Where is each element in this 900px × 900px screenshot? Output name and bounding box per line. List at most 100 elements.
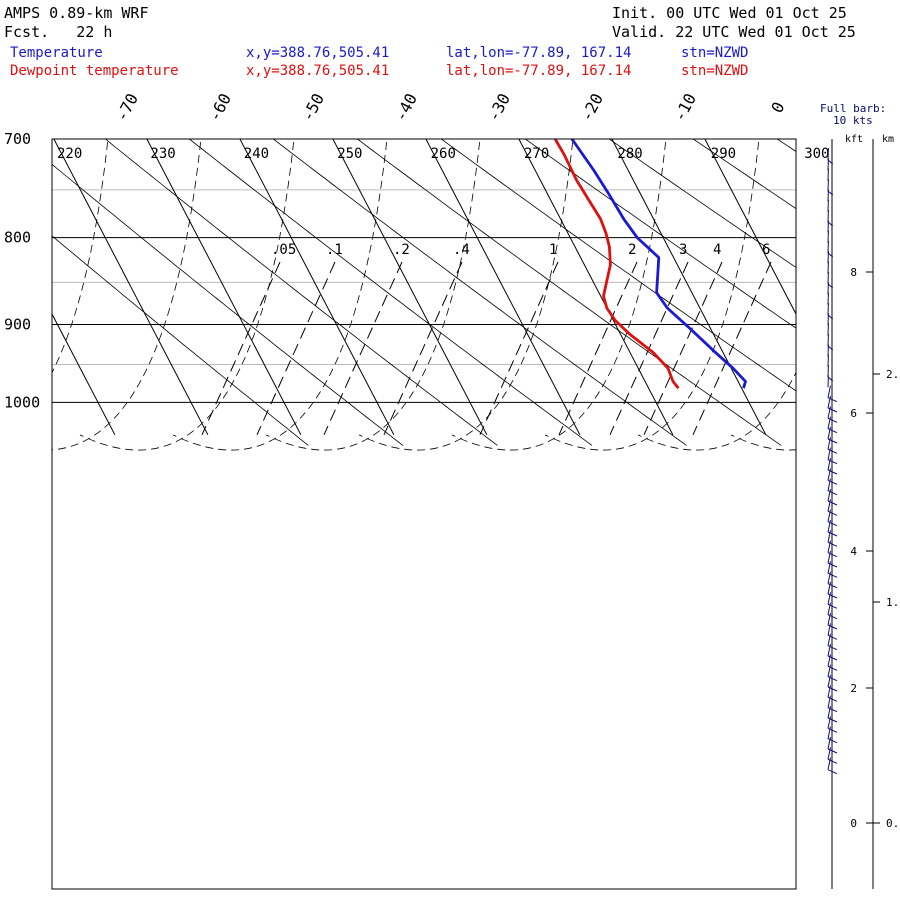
wind-barb-flag <box>827 438 838 444</box>
moist-adiabat-line <box>265 139 481 451</box>
dry-adiabat-line <box>608 139 796 268</box>
wind-barb <box>827 602 831 615</box>
wind-barb-flag <box>827 624 838 630</box>
wind-barb <box>827 530 831 543</box>
plot-frame <box>51 138 797 890</box>
dry-adiabat-line <box>272 139 687 446</box>
wind-barb <box>827 395 831 409</box>
wind-barb <box>827 674 831 688</box>
wind-barb-flag <box>827 417 838 423</box>
wind-barb <box>827 592 831 605</box>
wind-barb <box>827 654 831 667</box>
wind-barb <box>827 468 831 481</box>
dry-adiabat-line <box>104 139 498 446</box>
temperature-line <box>570 139 747 389</box>
moist-adiabat-line <box>730 434 796 451</box>
legend-temperature-stn: stn=NZWD <box>681 45 749 61</box>
km-tick-label: 1. <box>886 596 899 609</box>
dry-adiabat-label: 290 <box>711 146 736 162</box>
wind-barb-flag <box>827 603 838 609</box>
moist-adiabat-line <box>79 139 295 451</box>
dry-adiabat-line <box>52 235 309 446</box>
moist-adiabat-line <box>544 139 760 451</box>
wind-barb-panel: 0 2 4 6 8 0. 1. 2. <box>827 139 899 889</box>
mixing-ratio-line <box>479 261 559 436</box>
wind-barb <box>827 416 831 429</box>
wind-barb-flag <box>827 562 838 568</box>
wind-barb <box>827 385 831 398</box>
isotherm-label: 0 <box>767 99 788 116</box>
wind-barb-flag <box>827 645 838 651</box>
wind-barb <box>827 447 831 460</box>
mixing-ratio-label: 6 <box>762 242 770 258</box>
mixing-ratio-line <box>323 261 403 436</box>
moist-adiabat-line <box>824 129 900 450</box>
wind-barb <box>827 519 831 533</box>
wind-barb-flag <box>827 490 838 496</box>
dewpoint-temperature-line <box>553 139 680 390</box>
legend-temperature-xy: x,y=388.76,505.41 <box>246 45 390 61</box>
forecast-hour: Fcst. 22 h <box>4 23 112 41</box>
wind-barb <box>827 726 831 739</box>
wind-barb <box>827 736 831 750</box>
wind-barb-flag <box>827 583 838 589</box>
wind-barb <box>827 695 831 708</box>
wind-barb-flag <box>827 665 838 671</box>
wind-barb-flag <box>827 758 838 764</box>
wind-barb <box>827 633 831 646</box>
dry-adiabat-label: 260 <box>431 146 456 162</box>
legend-dewpoint-xy: x,y=388.76,505.41 <box>246 63 390 79</box>
wind-barb-flag <box>827 748 838 754</box>
legend-dewpoint-label: Dewpoint temperature <box>10 63 179 79</box>
dry-adiabat-line <box>356 139 782 446</box>
wind-barb <box>827 623 831 636</box>
wind-barb <box>827 540 831 553</box>
isotherm-line <box>425 139 581 436</box>
barb-legend-line1: Full barb: <box>820 102 887 115</box>
dry-adiabat-line <box>52 163 404 446</box>
wind-barb-flag <box>827 686 838 692</box>
wind-barb-flag <box>827 531 838 537</box>
wind-barb <box>827 561 831 574</box>
isotherm-label: -20 <box>577 90 607 124</box>
wind-barb <box>827 705 831 719</box>
isotherm-line <box>53 139 209 436</box>
dry-adiabat-label: 270 <box>524 146 549 162</box>
wind-barb <box>827 499 831 512</box>
wind-barb-flag <box>827 572 838 578</box>
dry-adiabat-line <box>690 25 900 445</box>
isotherm-line <box>518 139 674 436</box>
wind-barb <box>827 406 831 419</box>
kft-tick-label: 4 <box>850 545 857 558</box>
mixing-ratio-label: 2 <box>628 242 636 258</box>
kft-tick-label: 2 <box>850 682 857 695</box>
wind-barb <box>827 685 831 698</box>
isotherm-line <box>239 139 395 436</box>
mixing-ratio-label: .1 <box>326 242 343 258</box>
legend-temperature-label: Temperature <box>10 45 103 61</box>
kft-tick-label: 0 <box>850 817 857 830</box>
dry-adiabat-label: 240 <box>244 146 269 162</box>
mixing-ratio-label: 1 <box>549 242 557 258</box>
kft-tick-label: 8 <box>850 266 857 279</box>
isotherm-line <box>775 95 900 435</box>
wind-barb-flag <box>827 500 838 506</box>
kft-tick-label: 6 <box>850 407 857 420</box>
wind-barb-flag <box>827 614 838 620</box>
pressure-label-800: 800 <box>4 229 31 247</box>
wind-barb <box>827 426 831 440</box>
moist-adiabat-line <box>358 139 574 451</box>
grid-lines <box>52 25 900 451</box>
pressure-label-700: 700 <box>4 130 31 148</box>
wind-barb-flag <box>827 521 838 527</box>
mixing-ratio-label: .05 <box>271 242 296 258</box>
mixing-ratio-label: 3 <box>679 242 687 258</box>
isotherm-label: -30 <box>484 90 514 124</box>
isotherm-label: -70 <box>112 90 142 124</box>
legend-dewpoint-stn: stn=NZWD <box>681 63 749 79</box>
wind-barb <box>827 571 831 584</box>
isotherm-label: -10 <box>670 90 700 124</box>
wind-barb-flag <box>827 738 838 744</box>
mixing-ratio-label: 4 <box>713 242 721 258</box>
model-title: AMPS 0.89-km WRF <box>4 4 149 22</box>
